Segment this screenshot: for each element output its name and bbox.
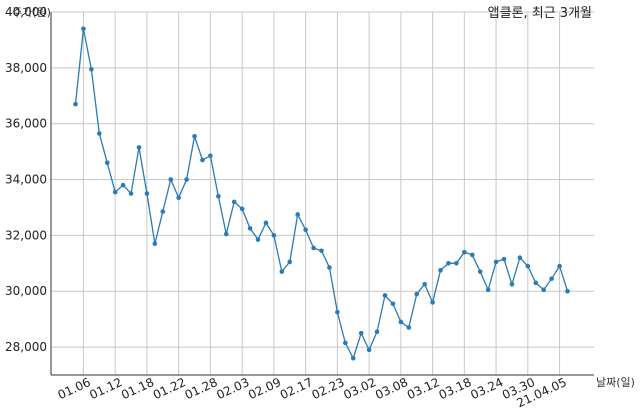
data-point xyxy=(81,26,86,32)
data-point xyxy=(469,252,475,258)
data-point xyxy=(231,199,237,205)
series-price xyxy=(73,26,570,361)
data-point xyxy=(208,153,213,159)
y-tick-label: 30,000 xyxy=(5,284,47,298)
y-tick-label: 28,000 xyxy=(5,340,47,354)
data-point xyxy=(327,265,332,270)
data-point xyxy=(509,281,515,287)
data-point xyxy=(533,280,539,286)
data-point xyxy=(462,249,467,255)
data-point xyxy=(446,261,451,266)
data-point xyxy=(239,206,245,212)
y-tick-label: 36,000 xyxy=(5,117,47,131)
data-point xyxy=(104,160,110,166)
data-point xyxy=(120,182,126,188)
data-point xyxy=(430,300,435,305)
x-tick-labels: 01.0601.1201.1801.2201.2802.0302.0902.17… xyxy=(56,375,569,410)
data-point xyxy=(517,255,523,261)
data-point xyxy=(335,309,340,315)
data-point xyxy=(557,263,562,269)
series-line xyxy=(74,28,569,360)
data-point xyxy=(398,319,404,325)
data-point xyxy=(374,329,380,335)
data-point xyxy=(485,287,491,293)
y-tick-label: 34,000 xyxy=(5,173,47,187)
data-point xyxy=(73,101,78,107)
data-point xyxy=(112,189,118,195)
data-point xyxy=(319,248,324,254)
data-point xyxy=(311,245,316,251)
data-point xyxy=(382,293,388,298)
data-point xyxy=(295,212,300,217)
y-tick-label: 38,000 xyxy=(5,61,47,75)
data-point xyxy=(287,259,293,265)
data-point xyxy=(454,261,459,266)
chart-title: 앱클론, 최근 3개월 xyxy=(488,6,592,21)
data-point xyxy=(89,66,94,72)
data-point xyxy=(200,157,205,163)
data-point xyxy=(128,191,134,196)
y-tick-label: 32,000 xyxy=(5,228,47,242)
data-point xyxy=(565,288,570,294)
data-point xyxy=(541,287,546,293)
data-point xyxy=(263,220,269,226)
data-point xyxy=(255,237,261,242)
data-point xyxy=(271,233,277,238)
data-point xyxy=(477,269,483,274)
data-point xyxy=(414,291,420,297)
data-point xyxy=(493,259,499,265)
data-point xyxy=(390,301,396,307)
data-point xyxy=(152,241,158,247)
data-point xyxy=(358,330,364,336)
data-point xyxy=(168,177,174,182)
y-tick-labels: 28,000 30,000 32,000 34,000 36,000 38,000 40,0… xyxy=(5,5,47,354)
axes xyxy=(50,12,594,376)
data-point xyxy=(366,347,372,353)
y-tick-label: 40,000 xyxy=(5,5,47,19)
data-point xyxy=(350,355,356,361)
data-point xyxy=(216,193,221,199)
data-point xyxy=(160,209,166,214)
data-point xyxy=(501,256,507,262)
data-point xyxy=(549,276,554,281)
x-axis-label: 날짜(일) xyxy=(596,375,635,389)
data-point xyxy=(422,281,427,287)
data-point xyxy=(144,191,150,196)
data-point xyxy=(303,227,308,233)
data-point xyxy=(136,145,142,150)
data-point xyxy=(438,267,443,273)
data-point xyxy=(184,177,189,182)
data-point xyxy=(279,269,285,274)
data-point xyxy=(192,133,197,139)
y-axis-label: 주가(원) xyxy=(12,6,51,19)
data-point xyxy=(176,195,181,200)
data-point xyxy=(525,263,531,269)
data-point xyxy=(406,325,412,330)
grid-lines xyxy=(51,11,594,375)
data-point xyxy=(247,226,253,231)
data-point xyxy=(343,340,348,346)
data-point xyxy=(97,131,102,136)
data-point xyxy=(223,231,229,237)
